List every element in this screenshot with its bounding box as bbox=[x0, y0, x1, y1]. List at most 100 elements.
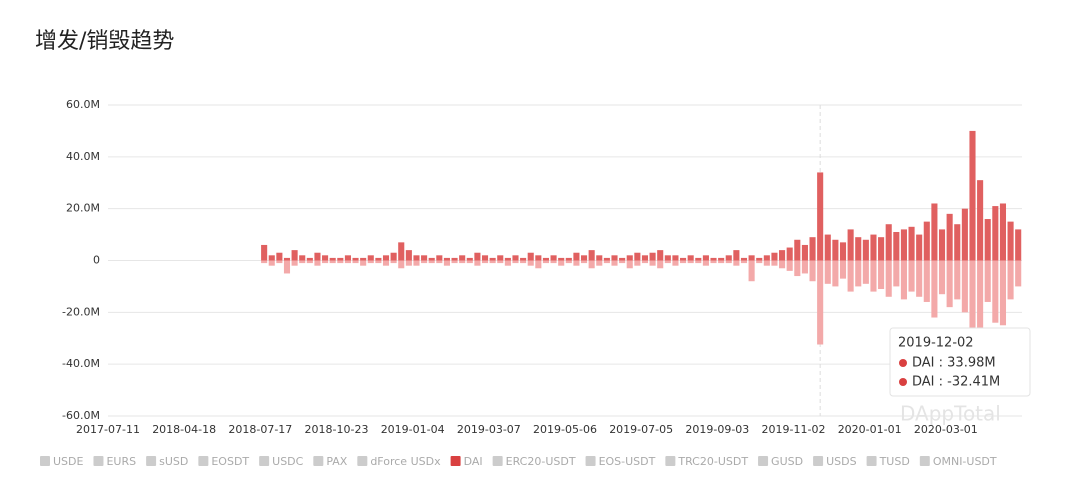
y-tick-label: -20.0M bbox=[62, 305, 100, 318]
x-tick-label: 2017-07-11 bbox=[76, 423, 140, 436]
legend-label[interactable]: dForce USDx bbox=[370, 455, 441, 468]
bar bbox=[1015, 229, 1022, 261]
bar bbox=[809, 237, 816, 261]
y-tick-label: 60.0M bbox=[66, 98, 100, 111]
bar bbox=[870, 234, 877, 261]
x-tick-label: 2019-07-05 bbox=[609, 423, 673, 436]
bar bbox=[626, 260, 633, 269]
legend-swatch bbox=[93, 456, 104, 466]
bar bbox=[794, 239, 801, 261]
legend-label[interactable]: PAX bbox=[326, 455, 347, 468]
bar bbox=[367, 255, 374, 261]
bar bbox=[299, 260, 306, 264]
bar bbox=[367, 260, 374, 264]
legend-swatch bbox=[40, 456, 50, 466]
bar bbox=[428, 257, 435, 261]
bar bbox=[459, 255, 466, 261]
bar bbox=[801, 244, 808, 261]
bar bbox=[512, 260, 519, 264]
legend-label[interactable]: TRC20-USDT bbox=[677, 455, 748, 468]
bar bbox=[382, 260, 390, 266]
bar bbox=[832, 260, 839, 287]
x-tick-label: 2020-01-01 bbox=[838, 423, 902, 436]
legend-swatch bbox=[919, 456, 930, 466]
bar bbox=[954, 260, 961, 300]
bar bbox=[481, 255, 489, 261]
bar bbox=[893, 260, 900, 287]
bar bbox=[527, 260, 534, 266]
bar bbox=[596, 255, 603, 261]
bar bbox=[756, 257, 763, 261]
legend-label[interactable]: USDS bbox=[826, 455, 857, 468]
bar bbox=[931, 260, 938, 318]
watermark: DAppTotal bbox=[900, 402, 1001, 426]
bar bbox=[748, 260, 755, 282]
bar bbox=[481, 260, 489, 264]
bar bbox=[390, 260, 397, 264]
legend-label[interactable]: sUSD bbox=[159, 455, 188, 468]
bar bbox=[969, 130, 976, 261]
legend-label[interactable]: DAI bbox=[464, 455, 483, 468]
bar bbox=[375, 260, 382, 264]
bar bbox=[603, 257, 610, 261]
bar bbox=[535, 255, 542, 261]
bar bbox=[824, 234, 831, 261]
bar bbox=[474, 252, 481, 261]
legend-label[interactable]: USDE bbox=[53, 455, 84, 468]
bar bbox=[809, 260, 816, 282]
bar bbox=[588, 260, 595, 269]
bar bbox=[702, 260, 709, 266]
legend-label[interactable]: EURS bbox=[106, 455, 136, 468]
x-tick-label: 2019-09-03 bbox=[685, 423, 749, 436]
bar bbox=[565, 260, 572, 264]
legend-label[interactable]: TUSD bbox=[879, 455, 910, 468]
bar bbox=[855, 237, 862, 261]
bar bbox=[405, 260, 412, 266]
legend-swatch bbox=[146, 456, 157, 466]
tooltip: 2019-12-02 DAI : 33.98M DAI : -32.41M bbox=[889, 327, 1031, 397]
bar bbox=[474, 260, 481, 266]
bar bbox=[283, 260, 291, 274]
bar bbox=[580, 260, 588, 264]
bar bbox=[984, 260, 991, 302]
bar bbox=[695, 257, 702, 261]
legend-swatch bbox=[198, 456, 209, 466]
bar bbox=[748, 255, 755, 261]
bar bbox=[337, 260, 344, 264]
bar bbox=[291, 250, 298, 261]
legend-label[interactable]: OMNI-USDT bbox=[933, 455, 997, 468]
bar bbox=[664, 255, 671, 261]
bar bbox=[329, 260, 336, 264]
bar bbox=[923, 260, 930, 302]
bar bbox=[862, 239, 869, 261]
legend-label[interactable]: EOS-USDT bbox=[599, 455, 656, 468]
bar bbox=[398, 242, 405, 261]
legend-label[interactable]: USDC bbox=[272, 455, 304, 468]
bar bbox=[710, 257, 717, 261]
bar bbox=[900, 229, 907, 261]
bar bbox=[756, 260, 763, 264]
bar bbox=[725, 260, 732, 264]
bar bbox=[588, 250, 595, 261]
bar bbox=[961, 208, 968, 261]
bar bbox=[839, 260, 847, 279]
bar bbox=[527, 252, 534, 261]
bar bbox=[893, 231, 900, 261]
bar bbox=[832, 239, 839, 261]
bar bbox=[322, 255, 329, 261]
bar bbox=[885, 260, 892, 297]
legend-label[interactable]: GUSD bbox=[771, 455, 803, 468]
bar bbox=[999, 260, 1007, 326]
bar bbox=[428, 260, 435, 264]
legend-swatch bbox=[585, 456, 596, 466]
y-tick-label: 40.0M bbox=[66, 150, 100, 163]
x-tick-label: 2018-07-17 bbox=[228, 423, 292, 436]
bar bbox=[466, 260, 473, 264]
bar bbox=[611, 255, 618, 261]
bar bbox=[558, 260, 565, 266]
bar bbox=[558, 257, 565, 261]
legend-label[interactable]: EOSDT bbox=[211, 455, 249, 468]
bar bbox=[291, 260, 298, 266]
legend-label[interactable]: ERC20-USDT bbox=[506, 455, 576, 468]
